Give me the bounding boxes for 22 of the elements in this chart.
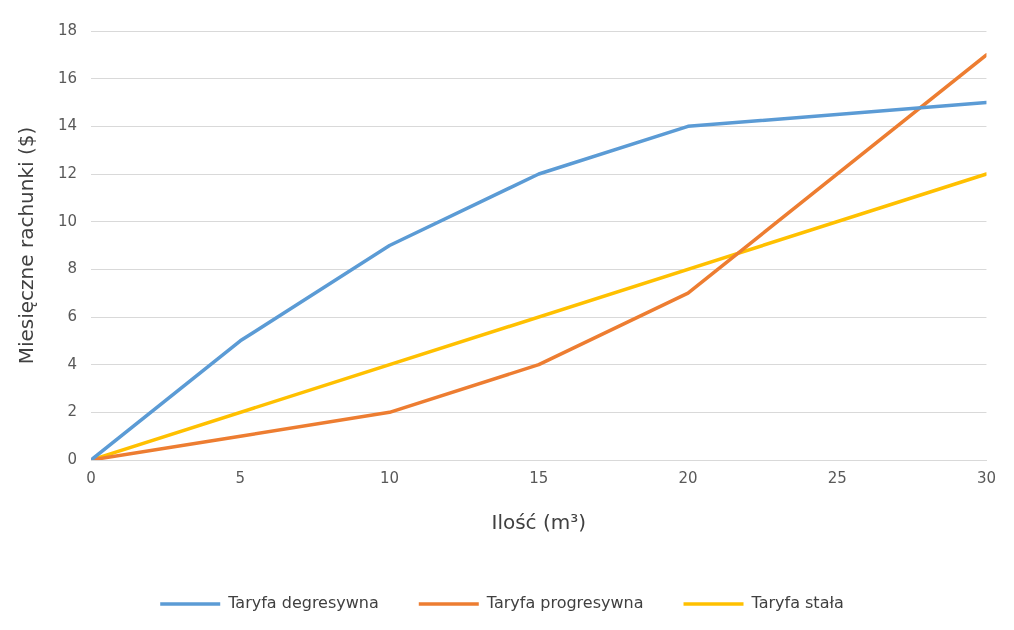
y-tick-label: 10 <box>57 211 78 230</box>
y-tick-label: 8 <box>67 259 78 278</box>
x-tick-label: 10 <box>380 468 400 487</box>
y-tick-label: 4 <box>67 354 78 373</box>
y-tick-label: 16 <box>57 68 78 87</box>
y-tick-label: 2 <box>67 402 78 421</box>
y-tick-label: 18 <box>57 20 78 39</box>
y-axis-title: Miesięczne rachunki ($) <box>14 126 39 365</box>
x-tick-label: 15 <box>529 468 549 487</box>
x-tick-label: 0 <box>86 468 96 487</box>
x-axis-title: Ilość (m³) <box>491 510 587 535</box>
x-tick-label: 25 <box>827 468 847 487</box>
x-tick-label: 5 <box>235 468 246 487</box>
legend-label: Taryfa stała <box>750 593 844 613</box>
x-tick-label: 30 <box>976 468 996 487</box>
y-tick-label: 0 <box>67 449 78 468</box>
y-tick-label: 14 <box>57 116 78 135</box>
x-tick-label: 20 <box>678 468 698 487</box>
legend-label: Taryfa degresywna <box>227 593 379 613</box>
y-tick-label: 12 <box>57 163 78 182</box>
legend-label: Taryfa progresywna <box>485 593 644 613</box>
y-tick-label: 6 <box>67 306 78 325</box>
